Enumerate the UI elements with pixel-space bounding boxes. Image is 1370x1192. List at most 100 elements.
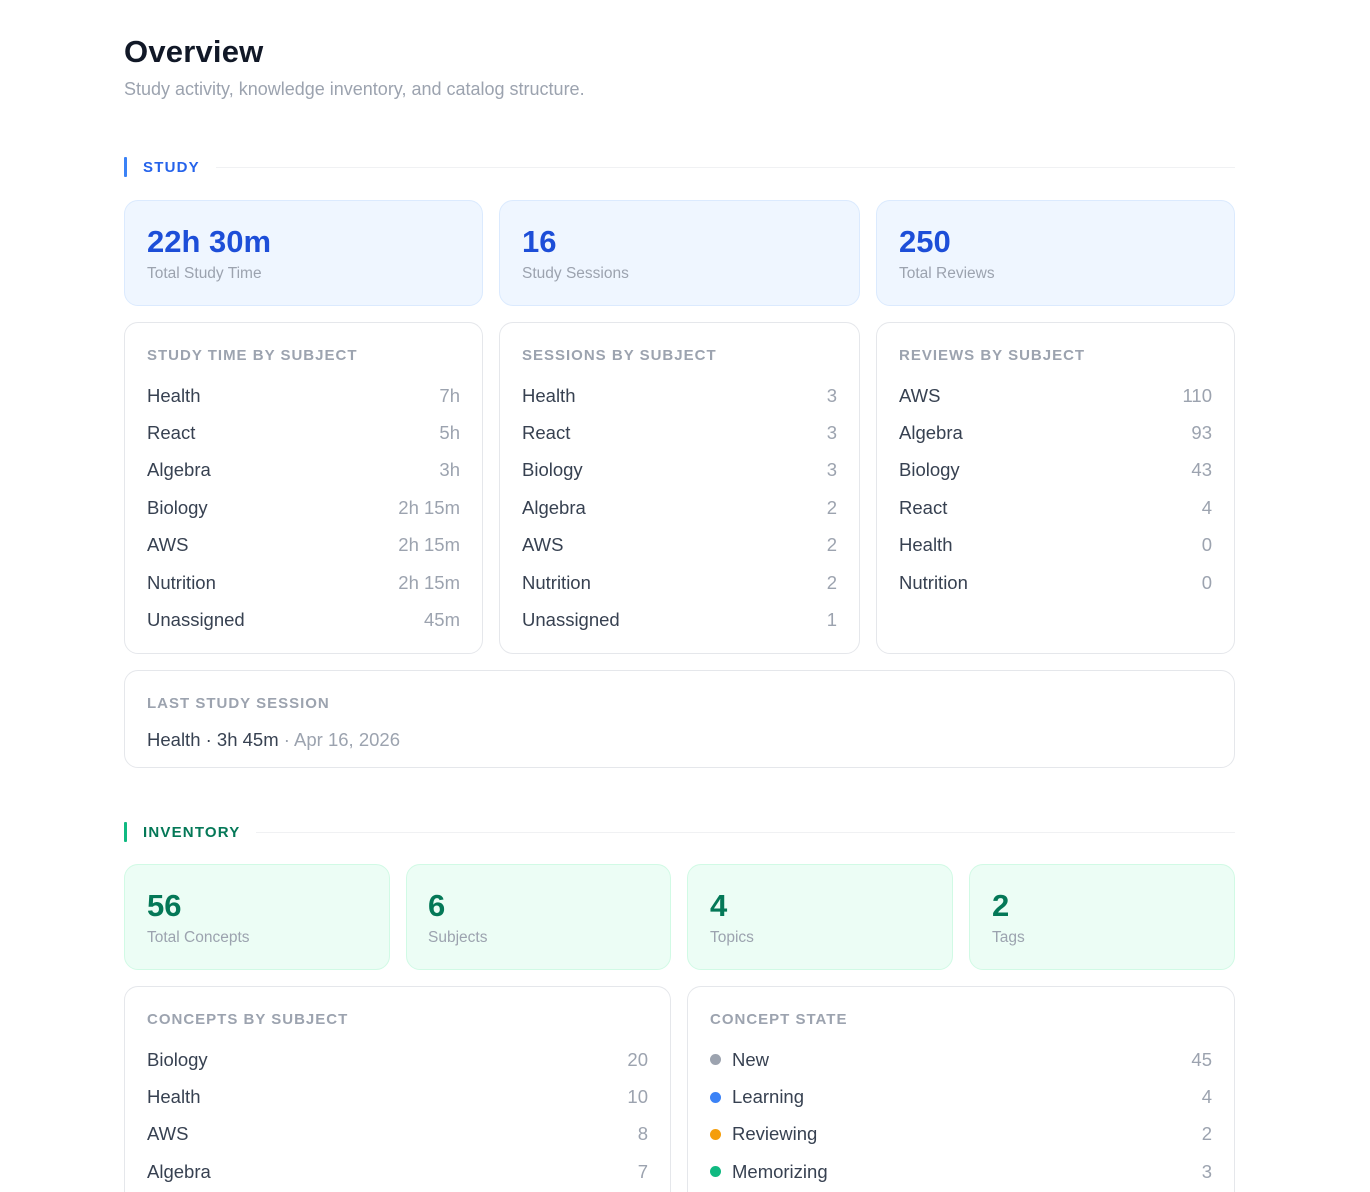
- state-memorizing-dot-icon: [710, 1166, 721, 1178]
- state-value: 3: [1201, 1160, 1212, 1182]
- stat-label: Total Study Time: [147, 265, 262, 282]
- last-study-session-card: LAST STUDY SESSION Health · 3h 45m · Apr…: [124, 670, 1235, 768]
- sessions-by-subject-card: SESSIONS BY SUBJECT Health 3 React 3 Biolo…: [499, 322, 860, 654]
- list-item: Health 7h: [147, 377, 460, 414]
- subject-value: 93: [1191, 422, 1212, 444]
- stat-subjects: 6 Subjects: [406, 864, 671, 970]
- list-item: Algebra 7: [147, 1153, 648, 1190]
- subject-name: Health: [899, 534, 953, 556]
- stat-total-study-time: 22h 30m Total Study Time: [124, 200, 483, 306]
- subject-value: 2: [826, 496, 837, 518]
- subject-name: AWS: [147, 1123, 189, 1145]
- stat-total-concepts: 56 Total Concepts: [124, 864, 390, 970]
- stat-label: Total Concepts: [147, 929, 250, 946]
- subject-value: 5h: [439, 422, 460, 444]
- subject-value: 7h: [439, 384, 460, 406]
- subject-name: Nutrition: [522, 571, 591, 593]
- subject-name: Health: [147, 1086, 201, 1108]
- list-item: Unassigned 45m: [147, 601, 460, 638]
- list-item: Biology 20: [147, 1041, 648, 1078]
- state-name: Reviewing: [732, 1123, 818, 1145]
- stat-study-sessions: 16 Study Sessions: [499, 200, 860, 306]
- list-item: Algebra 3h: [147, 452, 460, 489]
- subject-name: Nutrition: [147, 571, 216, 593]
- subject-value: 10: [627, 1086, 648, 1108]
- inventory-section-header: INVENTORY: [124, 822, 1235, 842]
- subject-name: React: [522, 422, 571, 444]
- study-time-by-subject-card: STUDY TIME BY SUBJECT Health 7h React 5h A…: [124, 322, 483, 654]
- subject-value: 3h: [439, 459, 460, 481]
- subject-value: 45m: [424, 609, 460, 631]
- subject-value: 0: [1201, 534, 1212, 556]
- list-item: React 4: [899, 489, 1212, 526]
- subject-name: AWS: [147, 534, 189, 556]
- list-item: Health 0: [899, 527, 1212, 564]
- list-item: New 45: [710, 1041, 1212, 1078]
- subject-value: 20: [627, 1048, 648, 1070]
- card-title: LAST STUDY SESSION: [147, 695, 330, 712]
- stat-label: Topics: [710, 929, 754, 946]
- list-item: Nutrition 2: [522, 564, 837, 601]
- study-section-label: STUDY: [143, 158, 200, 176]
- subject-value: 2h 15m: [398, 534, 460, 556]
- subject-name: React: [147, 422, 196, 444]
- list-item: Biology 43: [899, 452, 1212, 489]
- list-item: Nutrition 2h 15m: [147, 564, 460, 601]
- card-title: CONCEPTS BY SUBJECT: [147, 1011, 349, 1028]
- list-item: Biology 2h 15m: [147, 489, 460, 526]
- stat-topics: 4 Topics: [687, 864, 953, 970]
- subject-name: Biology: [522, 459, 583, 481]
- inventory-section-divider: [256, 831, 1235, 833]
- state-value: 4: [1201, 1086, 1212, 1108]
- list-item: AWS 2h 15m: [147, 527, 460, 564]
- stat-value: 16: [522, 224, 557, 259]
- stat-label: Subjects: [428, 929, 488, 946]
- stat-label: Study Sessions: [522, 265, 629, 282]
- subject-name: Biology: [147, 496, 208, 518]
- state-name: Learning: [732, 1086, 805, 1108]
- subject-name: React: [899, 496, 948, 518]
- state-new-dot-icon: [710, 1054, 721, 1066]
- list-item: Algebra 93: [899, 414, 1212, 451]
- subject-value: 2h 15m: [398, 571, 460, 593]
- reviews-by-subject-card: REVIEWS BY SUBJECT AWS 110 Algebra 93 Biol…: [876, 322, 1235, 654]
- stat-value: 2: [992, 888, 1010, 923]
- list-item: AWS 2: [522, 527, 837, 564]
- subject-name: AWS: [522, 534, 564, 556]
- concept-state-card: CONCEPT STATE New 45 Learning 4 Reviewing 2…: [687, 986, 1235, 1192]
- list-item: React 5h: [147, 414, 460, 451]
- state-reviewing-dot-icon: [710, 1128, 721, 1140]
- list-item: Health 10: [147, 1078, 648, 1115]
- subject-value: 2: [826, 534, 837, 556]
- stat-value: 250: [899, 224, 951, 259]
- study-section-accent-bar: [124, 157, 127, 177]
- stat-label: Tags: [992, 929, 1025, 946]
- list-item: Learning 4: [710, 1078, 1212, 1115]
- study-section-header: STUDY: [124, 157, 1235, 177]
- subject-name: Biology: [147, 1048, 208, 1070]
- stat-total-reviews: 250 Total Reviews: [876, 200, 1235, 306]
- subject-name: Nutrition: [899, 571, 968, 593]
- list-item: AWS 8: [147, 1116, 648, 1153]
- state-name: Memorizing: [732, 1160, 828, 1182]
- inventory-section-accent-bar: [124, 822, 127, 842]
- study-section-divider: [215, 166, 1235, 168]
- subject-name: Algebra: [522, 496, 586, 518]
- subject-value: 4: [1201, 496, 1212, 518]
- state-learning-dot-icon: [710, 1091, 721, 1103]
- list-item: Unassigned 1: [522, 601, 837, 638]
- card-title: SESSIONS BY SUBJECT: [522, 347, 717, 364]
- list-item: Reviewing 2: [710, 1116, 1212, 1153]
- state-name: New: [732, 1048, 770, 1070]
- subject-value: 110: [1182, 384, 1213, 406]
- subject-name: Health: [522, 384, 576, 406]
- stat-value: 56: [147, 888, 182, 923]
- subject-value: 2: [826, 571, 837, 593]
- page-subtitle: Study activity, knowledge inventory, and…: [124, 79, 585, 99]
- stat-value: 6: [428, 888, 446, 923]
- subject-value: 8: [637, 1123, 648, 1145]
- subject-value: 7: [637, 1160, 648, 1182]
- card-title: CONCEPT STATE: [710, 1011, 848, 1028]
- subject-name: Algebra: [899, 422, 963, 444]
- subject-value: 43: [1191, 459, 1212, 481]
